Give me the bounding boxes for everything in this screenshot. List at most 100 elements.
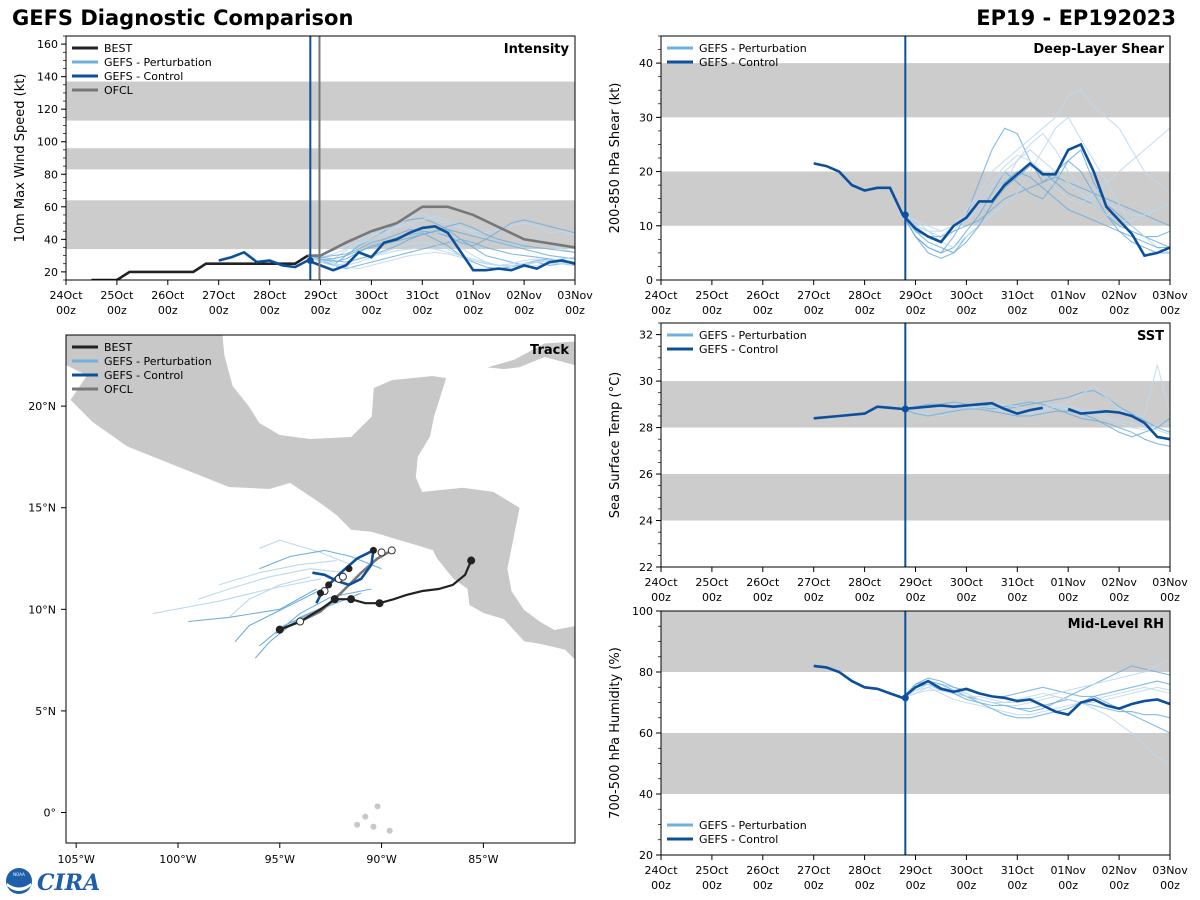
x-tick-label-bottom: 00z [753,304,773,317]
map-area [66,335,575,843]
y-tick-label: 22 [639,561,653,574]
control-line [813,142,1170,258]
x-tick-label-bottom: 00z [1007,591,1027,604]
init-marker [901,694,909,702]
y-tick-label: 40 [44,233,58,246]
x-tick-label-bottom: 00z [56,304,76,317]
x-tick-label-bottom: 00z [906,591,926,604]
storm-id: EP19 - EP192023 [976,6,1176,30]
x-tick-label-top: 01Nov [1050,864,1086,877]
y-tick-label: 28 [639,422,653,435]
x-tick-label-top: 01Nov [1050,576,1086,589]
x-tick-label-top: 31Oct [1001,576,1035,589]
panel-title: SST [1137,329,1164,344]
y-tick-label: 20 [639,166,653,179]
x-tick-label-bottom: 00z [702,304,722,317]
x-tick-label-bottom: 00z [906,879,926,892]
lon-tick-label: 100°W [159,853,196,866]
x-tick-label-bottom: 00z [1109,879,1129,892]
control-line [218,224,575,272]
y-tick-label: 80 [44,168,58,181]
cira-logo: NOAA CIRA [6,868,100,896]
island-2 [362,813,369,820]
perturbation-line-2 [902,401,1170,447]
x-tick-label-bottom: 00z [565,304,585,317]
x-tick-label-top: 02Nov [1101,576,1137,589]
perturbation-line-6 [307,238,575,270]
control-point-3 [317,589,324,597]
x-tick-label-top: 31Oct [1001,289,1035,302]
panel-title: Track [530,343,569,358]
x-tick-label-top: 28Oct [253,289,287,302]
plot-area-sst [813,364,1170,447]
x-tick-label-top: 24Oct [644,289,678,302]
island-3 [386,827,393,834]
map-frame [65,334,576,844]
lat-tick-label: 20°N [28,400,56,413]
x-tick-label-top: 03Nov [1152,289,1188,302]
best-point-1 [375,599,384,608]
lat-tick-label: 0° [44,807,57,820]
x-tick-label-top: 02Nov [506,289,542,302]
legend-label: GEFS - Perturbation [699,42,807,55]
chart-rh: 20 40 60 80 100 24Oct 00z 25Oct 00z 26Oct 00z 27Oct… [608,605,1188,892]
x-tick-label-top: 24Oct [49,289,83,302]
y-tick-label: 60 [639,727,653,740]
y-tick-label: 100 [632,605,653,618]
x-tick-label-bottom: 00z [412,304,432,317]
x-tick-label-bottom: 00z [1160,591,1180,604]
legend-label: GEFS - Perturbation [104,355,212,368]
x-tick-label-bottom: 00z [107,304,127,317]
control-point-0 [369,546,377,554]
perturbation-track-1 [153,578,321,614]
x-tick-label-top: 25Oct [695,576,729,589]
shaded-band-0 [661,733,1170,794]
x-tick-label-bottom: 00z [753,591,773,604]
x-tick-label-top: 28Oct [848,864,882,877]
x-tick-label-top: 31Oct [406,289,440,302]
shaded-band-0 [661,474,1170,521]
chart-sst: 22 24 26 28 30 32 24Oct 00z 25Oct 00z 26Oct 00z 27Oc… [608,322,1188,604]
legend-label: GEFS - Perturbation [699,819,807,832]
x-tick-label-top: 28Oct [848,289,882,302]
perturbation-line-2 [902,677,1170,699]
perturbation-track-9 [228,576,311,618]
ofcl-point-0 [387,546,396,555]
island-0 [354,821,361,828]
plot-area-shear [813,89,1170,259]
perturbation-line-3 [307,246,575,266]
plot-area-rh [813,659,1170,764]
lat-tick-label: 5°N [35,705,56,718]
init-marker [306,256,314,264]
x-tick-label-top: 24Oct [644,576,678,589]
init-marker [901,405,909,413]
y-tick-label: 120 [37,103,58,116]
x-tick-label-bottom: 00z [651,304,671,317]
y-tick-label: 20 [639,849,653,862]
x-tick-label-top: 03Nov [557,289,593,302]
control-point-2 [325,581,333,589]
island-1 [370,823,377,830]
x-tick-label-bottom: 00z [311,304,331,317]
shaded-band-0 [66,200,575,250]
perturbation-track-5 [198,568,345,600]
x-tick-label-top: 29Oct [304,289,338,302]
x-tick-label-top: 25Oct [695,864,729,877]
x-tick-label-top: 27Oct [797,289,831,302]
perturbation-line-1 [902,683,1170,764]
x-tick-label-bottom: 00z [260,304,280,317]
cira-text: CIRA [37,870,100,896]
perturbation-line-7 [307,224,575,268]
x-tick-label-top: 27Oct [202,289,236,302]
x-tick-label-bottom: 00z [463,304,483,317]
y-tick-label: 26 [639,468,653,481]
perturbation-line-3 [902,686,1170,716]
x-tick-label-bottom: 00z [957,879,977,892]
best-point-4 [275,625,284,634]
perturbation-line-4 [902,159,1170,254]
perturbation-line-1 [902,89,1170,238]
ofcl-track [279,549,393,631]
x-tick-label-top: 03Nov [1152,576,1188,589]
x-tick-label-bottom: 00z [362,304,382,317]
ofcl-point-5 [338,572,347,581]
